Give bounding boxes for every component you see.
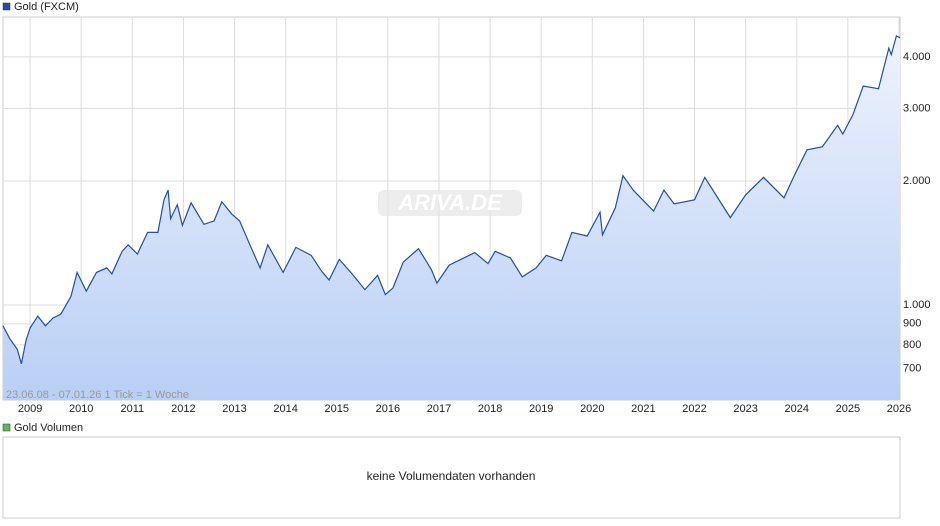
x-tick-label: 2013 (222, 403, 246, 415)
chart-title: Gold (FXCM) (14, 1, 79, 13)
x-tick-label: 2018 (478, 403, 502, 415)
y-tick-label: 1.000 (903, 299, 931, 311)
watermark-box (378, 190, 522, 216)
x-tick-label: 2017 (427, 403, 451, 415)
y-tick-label: 4.000 (903, 51, 931, 63)
legend-swatch (2, 2, 11, 11)
y-tick-label: 900 (903, 318, 921, 330)
x-tick-label: 2023 (733, 403, 757, 415)
x-tick-label: 2011 (120, 403, 144, 415)
price-line (2, 35, 901, 364)
y-tick-label: 2.000 (903, 175, 931, 187)
volume-message: keine Volumendaten vorhanden (367, 469, 536, 483)
watermark-text: ARIVA.DE (397, 190, 503, 215)
x-tick-label: 2019 (529, 403, 553, 415)
x-tick-label: 2022 (682, 403, 706, 415)
x-tick-label: 2021 (631, 403, 655, 415)
x-tick-label: 2010 (69, 403, 93, 415)
x-tick-label: 2012 (171, 403, 195, 415)
volume-frame (2, 436, 901, 519)
x-tick-label: 2014 (273, 403, 297, 415)
volume-title: Gold Volumen (14, 422, 83, 434)
x-tick-label: 2026 (887, 403, 911, 415)
x-tick-label: 2009 (18, 403, 42, 415)
watermark: ARIVA.DE (378, 190, 522, 216)
y-tick-label: 800 (903, 339, 921, 351)
y-tick-label: 3.000 (903, 102, 931, 114)
annotation: 23.06.08 - 07.01.26 1 Tick = 1 Woche (6, 389, 189, 401)
x-tick-label: 2025 (836, 403, 860, 415)
volume-swatch (2, 423, 11, 432)
x-tick-label: 2016 (376, 403, 400, 415)
area (3, 35, 900, 401)
y-tick-label: 700 (903, 363, 921, 375)
x-tick-label: 2020 (580, 403, 604, 415)
x-tick-label: 2015 (325, 403, 349, 415)
x-tick-label: 2024 (785, 403, 809, 415)
